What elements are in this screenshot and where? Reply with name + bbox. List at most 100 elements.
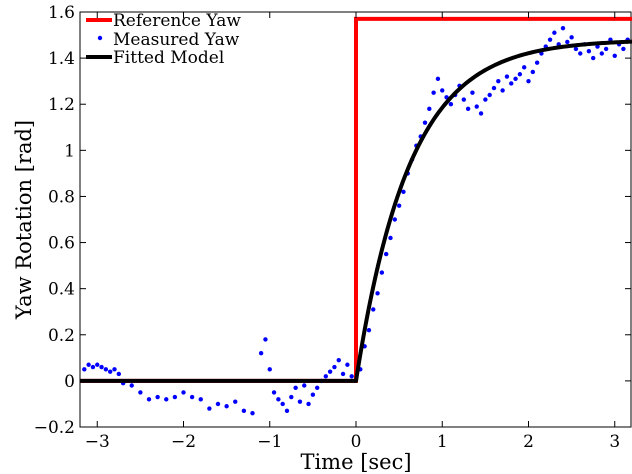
measured-yaw-point bbox=[215, 401, 221, 407]
measured-yaw-point bbox=[560, 25, 566, 31]
measured-yaw-point bbox=[340, 371, 346, 377]
measured-yaw-point bbox=[293, 385, 298, 391]
measured-yaw-point bbox=[612, 53, 617, 59]
measured-yaw-point bbox=[586, 48, 592, 54]
measured-yaw-point bbox=[392, 217, 398, 222]
measured-yaw-point bbox=[517, 72, 523, 77]
measured-yaw-point bbox=[332, 364, 337, 370]
measured-yaw-point bbox=[86, 362, 91, 367]
measured-yaw-point bbox=[107, 369, 113, 374]
legend-label-reference-yaw: Reference Yaw bbox=[113, 11, 241, 31]
measured-yaw-point bbox=[289, 394, 294, 400]
x-tick-label: 3 bbox=[609, 432, 620, 452]
series-line-fitted-model bbox=[80, 39, 632, 383]
measured-yaw-point bbox=[241, 408, 247, 414]
measured-yaw-point bbox=[327, 369, 333, 374]
measured-yaw-point bbox=[513, 76, 518, 82]
measured-yaw-point bbox=[379, 270, 385, 275]
x-tick-label: −3 bbox=[85, 432, 110, 452]
measured-yaw-point bbox=[345, 362, 350, 367]
y-tick-label: 1 bbox=[64, 141, 75, 161]
measured-yaw-point bbox=[250, 410, 255, 416]
measured-yaw-point bbox=[323, 374, 329, 379]
measured-yaw-point bbox=[565, 39, 570, 45]
measured-yaw-point bbox=[280, 401, 285, 407]
series-layer bbox=[80, 16, 632, 416]
measured-yaw-point bbox=[383, 251, 389, 257]
legend: Reference Yaw Measured Yaw Fitted Model bbox=[86, 11, 241, 68]
series-line-reference-yaw bbox=[80, 16, 632, 383]
measured-yaw-point bbox=[573, 46, 579, 52]
measured-yaw-point bbox=[509, 81, 514, 86]
x-tick-label: 2 bbox=[523, 432, 534, 452]
legend-label-fitted-model: Fitted Model bbox=[113, 48, 224, 68]
measured-yaw-point bbox=[271, 390, 277, 395]
measured-yaw-point bbox=[500, 88, 505, 93]
measured-yaw-point bbox=[470, 90, 475, 95]
measured-yaw-point bbox=[496, 78, 501, 84]
y-tick-label: 0.8 bbox=[48, 187, 75, 207]
measured-yaw-point bbox=[474, 104, 479, 109]
measured-yaw-point bbox=[181, 390, 186, 395]
measured-yaw-point bbox=[599, 51, 605, 56]
measured-yaw-point bbox=[336, 357, 341, 363]
measured-yaw-point bbox=[99, 364, 104, 370]
measured-yaw-point bbox=[401, 189, 406, 195]
legend-label-measured-yaw: Measured Yaw bbox=[113, 30, 240, 50]
measured-yaw-point bbox=[552, 30, 557, 35]
x-tick-label: 0 bbox=[351, 432, 362, 452]
measured-yaw-point bbox=[103, 367, 109, 372]
y-tick-label: 0.2 bbox=[48, 326, 75, 346]
measured-yaw-point bbox=[461, 97, 467, 102]
measured-yaw-point bbox=[129, 383, 134, 388]
measured-yaw-point bbox=[224, 404, 229, 409]
measured-yaw-point bbox=[82, 367, 87, 372]
y-tick-label: 1.2 bbox=[48, 95, 75, 115]
measured-yaw-point bbox=[595, 44, 600, 49]
measured-yaw-point bbox=[431, 90, 436, 95]
legend-swatch-measured-yaw bbox=[97, 35, 103, 41]
measured-yaw-point bbox=[371, 307, 376, 312]
measured-yaw-point bbox=[302, 383, 307, 388]
measured-yaw-point bbox=[189, 394, 195, 400]
measured-yaw-point bbox=[112, 367, 117, 372]
measured-yaw-point bbox=[396, 203, 402, 208]
measured-yaw-point bbox=[310, 392, 316, 397]
x-tick-label: 1 bbox=[437, 432, 448, 452]
measured-yaw-point bbox=[172, 394, 178, 400]
x-tick-label: −1 bbox=[257, 432, 282, 452]
measured-yaw-point bbox=[526, 78, 531, 84]
measured-yaw-point bbox=[207, 406, 212, 411]
measured-yaw-point bbox=[146, 397, 152, 402]
measured-yaw-point bbox=[427, 106, 432, 112]
measured-yaw-point bbox=[164, 397, 169, 402]
measured-yaw-point bbox=[267, 367, 272, 372]
measured-yaw-point bbox=[422, 120, 428, 125]
y-tick-label: 0.4 bbox=[48, 280, 75, 300]
measured-yaw-point bbox=[440, 88, 445, 93]
measured-yaw-point bbox=[534, 60, 540, 65]
measured-yaw-point bbox=[483, 97, 488, 102]
measured-yaw-point bbox=[233, 399, 238, 404]
measured-yaw-point bbox=[590, 55, 596, 61]
ticks-layer: −3 −2 −1 0 1 2 3 −0.2 0 0.2 0.4 0.6 0.8 1 1.2 1.4 1.6 bbox=[34, 3, 631, 452]
measured-yaw-point bbox=[263, 337, 268, 342]
y-axis-title: Yaw Rotation [rad] bbox=[12, 120, 36, 320]
y-tick-label: 1.4 bbox=[48, 49, 75, 69]
measured-yaw-point bbox=[116, 371, 122, 377]
measured-yaw-point bbox=[521, 65, 527, 70]
measured-yaw-point bbox=[314, 385, 320, 391]
measured-yaw-point bbox=[375, 291, 380, 296]
x-tick-label: −2 bbox=[171, 432, 196, 452]
y-tick-label: 0 bbox=[64, 372, 75, 392]
measured-yaw-point bbox=[95, 362, 100, 367]
measured-yaw-point bbox=[547, 37, 553, 42]
measured-yaw-point bbox=[297, 399, 303, 404]
y-tick-label: −0.2 bbox=[34, 418, 75, 438]
x-axis-title: Time [sec] bbox=[300, 450, 411, 474]
measured-yaw-point bbox=[491, 85, 497, 91]
measured-yaw-point bbox=[530, 69, 536, 75]
measured-yaw-point bbox=[465, 106, 471, 112]
measured-yaw-point bbox=[198, 397, 203, 402]
